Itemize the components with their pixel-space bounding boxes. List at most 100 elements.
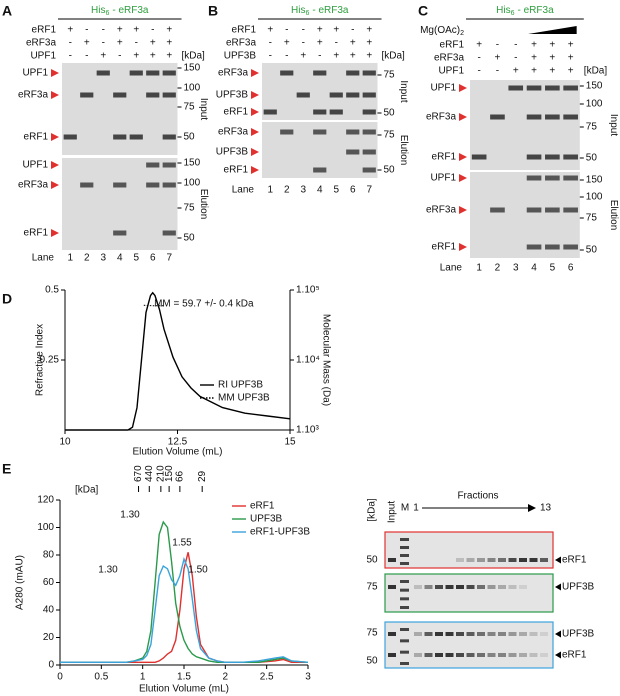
ladder-band bbox=[400, 606, 409, 609]
lane-number: 1 bbox=[267, 185, 273, 196]
row-sign: - bbox=[285, 51, 288, 62]
fraction-band bbox=[540, 558, 548, 562]
y-tick-label: 120 bbox=[37, 495, 54, 506]
gel-band bbox=[526, 175, 542, 181]
lane-number: 1 bbox=[476, 263, 482, 274]
fraction-band bbox=[477, 585, 485, 589]
row-name: UPF1 bbox=[30, 51, 56, 62]
row-sign: + bbox=[150, 38, 156, 49]
gel bbox=[62, 63, 178, 155]
row-sign: + bbox=[549, 66, 555, 77]
lane-number: 6 bbox=[568, 263, 574, 274]
row-sign: - bbox=[285, 25, 288, 36]
gel-band bbox=[162, 230, 176, 236]
fraction-band bbox=[466, 558, 475, 562]
protein-label: UPF1 bbox=[22, 160, 48, 171]
fraction-band bbox=[487, 653, 496, 657]
marker-label: 100 bbox=[184, 83, 201, 94]
gel-band bbox=[545, 175, 560, 181]
gel-band bbox=[346, 149, 360, 155]
gel-band bbox=[362, 109, 376, 115]
row-sign: - bbox=[102, 38, 105, 49]
row-sign: + bbox=[67, 25, 73, 36]
pointer bbox=[51, 91, 59, 99]
fraction-band bbox=[477, 632, 485, 636]
row-sign: + bbox=[531, 66, 537, 77]
row-sign: + bbox=[366, 38, 372, 49]
x-tick-label: 15 bbox=[284, 437, 296, 448]
fraction-band bbox=[435, 585, 443, 589]
series-line bbox=[60, 552, 308, 663]
gel-band bbox=[96, 70, 110, 76]
series-line bbox=[65, 291, 291, 431]
lane-number: 2 bbox=[84, 253, 90, 264]
row-sign: - bbox=[514, 40, 517, 51]
last-fraction: 13 bbox=[540, 503, 552, 514]
marker-label: 100 bbox=[184, 178, 201, 189]
protein-label: eRF3a bbox=[218, 127, 248, 138]
x-tick-label: 3 bbox=[305, 672, 311, 683]
gel-band bbox=[471, 154, 487, 160]
lane-number: 7 bbox=[166, 253, 172, 264]
protein-label: eRF1 bbox=[432, 242, 457, 253]
gel-band bbox=[113, 182, 127, 188]
panel-letter: E bbox=[2, 461, 11, 477]
row-sign: - bbox=[302, 25, 305, 36]
protein-label: UPF1 bbox=[22, 68, 48, 79]
protein-label: eRF1 bbox=[432, 152, 457, 163]
peak-label: 1.50 bbox=[188, 565, 208, 576]
pointer bbox=[459, 113, 467, 121]
row-sign: + bbox=[166, 38, 172, 49]
section-label: Elution bbox=[198, 189, 209, 220]
lane-number: 2 bbox=[284, 185, 290, 196]
gel-band bbox=[313, 129, 327, 135]
legend-label: MM UPF3B bbox=[218, 393, 270, 404]
y-tick-label: 80 bbox=[43, 550, 55, 561]
row-sign: + bbox=[531, 53, 537, 64]
fraction-band bbox=[456, 632, 464, 636]
protein-label: UPF3B bbox=[216, 90, 249, 101]
unit-label: [kDa] bbox=[182, 51, 206, 62]
protein-label: UPF1 bbox=[430, 173, 456, 184]
row-sign: + bbox=[476, 40, 482, 51]
fraction-band bbox=[456, 558, 464, 562]
marker-label: 100 bbox=[586, 99, 603, 110]
fraction-band bbox=[445, 632, 454, 636]
fraction-band bbox=[508, 653, 517, 657]
blot bbox=[384, 621, 554, 669]
marker-label: 150 bbox=[586, 175, 603, 186]
row-sign: - bbox=[85, 51, 88, 62]
fraction-band bbox=[424, 585, 433, 589]
gel-band bbox=[263, 109, 277, 115]
lane-number: 4 bbox=[531, 263, 537, 274]
title-part: His bbox=[291, 5, 305, 16]
gel-band bbox=[63, 134, 77, 140]
input-band bbox=[388, 558, 396, 562]
marker-label: 75 bbox=[586, 122, 598, 133]
lane-number: 3 bbox=[300, 185, 306, 196]
fractions-label: Fractions bbox=[457, 491, 498, 502]
ladder-band bbox=[400, 597, 409, 601]
gel-band bbox=[313, 109, 327, 115]
y-axis-label: A280 (mAU) bbox=[15, 555, 26, 610]
protein-label: eRF1 bbox=[224, 107, 249, 118]
row-sign: - bbox=[351, 25, 354, 36]
ladder-band bbox=[400, 554, 409, 557]
fraction-band bbox=[508, 558, 517, 562]
gel-band bbox=[362, 92, 376, 98]
title-part: His bbox=[91, 5, 105, 16]
row-sign: + bbox=[166, 25, 172, 36]
row-sign: + bbox=[568, 66, 574, 77]
gel-band bbox=[362, 149, 376, 155]
input-band bbox=[388, 585, 396, 589]
row-sign: + bbox=[317, 38, 323, 49]
row-sign: + bbox=[84, 38, 90, 49]
lane-number: 2 bbox=[495, 263, 501, 274]
row-sign: + bbox=[549, 40, 555, 51]
row-sign: + bbox=[133, 51, 139, 62]
row-sign: - bbox=[477, 53, 480, 64]
mg-part: Mg(OAc) bbox=[420, 25, 460, 36]
marker-label: 50 bbox=[384, 108, 396, 119]
lane-label: Lane bbox=[440, 263, 463, 274]
row-name: eRF1 bbox=[232, 25, 257, 36]
